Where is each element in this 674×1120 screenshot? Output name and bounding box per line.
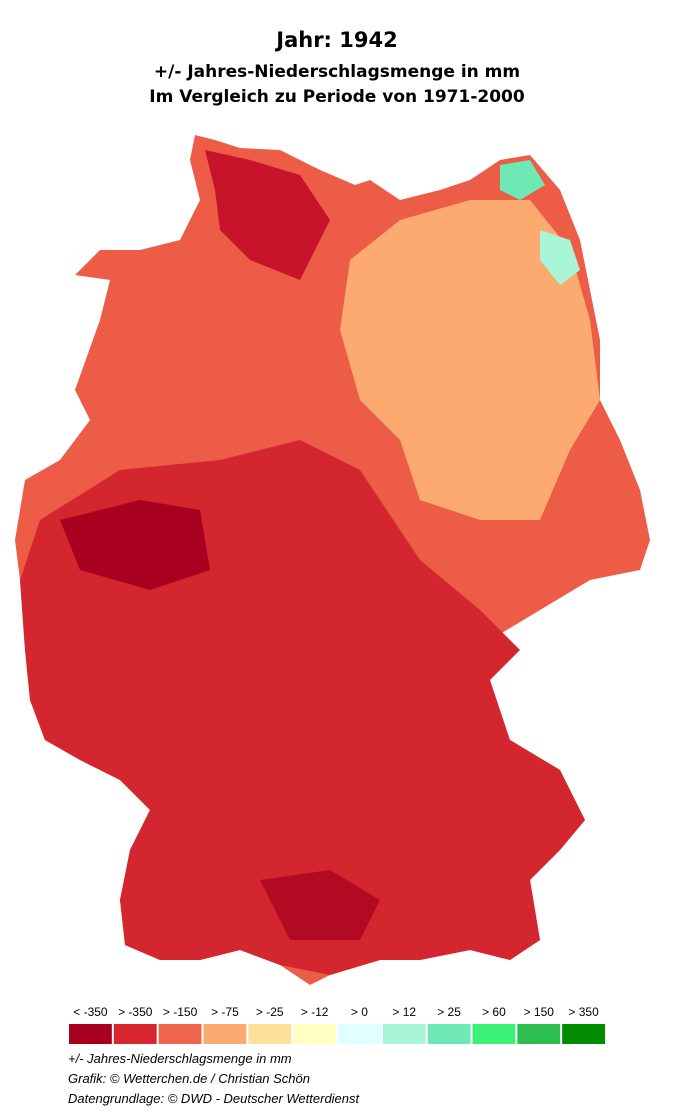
legend-label: > 60 <box>482 1005 506 1019</box>
legend-swatch <box>158 1024 202 1044</box>
legend-swatch <box>472 1024 516 1044</box>
dark-core <box>260 870 380 940</box>
legend-swatch <box>382 1024 426 1044</box>
footer-text: Grafik: © Wetterchen.de / Christian Schö… <box>68 1071 310 1086</box>
footer-text: Datengrundlage: © DWD - Deutscher Wetter… <box>68 1091 360 1106</box>
legend-swatch <box>427 1024 471 1044</box>
legend-label: > -25 <box>256 1005 284 1019</box>
legend-label: > 0 <box>351 1005 368 1019</box>
legend-label: > 150 <box>524 1005 555 1019</box>
legend: < -350 > -350 > -150 > -75 > -25 > -12 > 0 > 12… <box>69 1005 605 1044</box>
legend-swatch <box>69 1024 112 1044</box>
legend-swatch <box>338 1024 381 1044</box>
legend-swatch <box>248 1024 292 1044</box>
legend-swatch <box>517 1024 561 1044</box>
subtitle: +/- Jahres-Niederschlagsmenge in mm <box>153 62 521 82</box>
legend-label: > 12 <box>392 1005 416 1019</box>
wet-coast <box>540 230 580 285</box>
wet-coast <box>500 160 545 200</box>
legend-swatch <box>562 1024 605 1044</box>
legend-label: > -350 <box>118 1005 153 1019</box>
legend-swatch <box>113 1024 157 1044</box>
legend-label: > 25 <box>437 1005 461 1019</box>
dry-north <box>205 150 330 280</box>
legend-swatch <box>293 1024 336 1044</box>
legend-label: > -12 <box>301 1005 329 1019</box>
legend-label: > -150 <box>163 1005 198 1019</box>
title: Jahr: 1942 <box>276 28 398 52</box>
map <box>15 135 650 985</box>
legend-label: > 350 <box>568 1005 599 1019</box>
subtitle: Im Vergleich zu Periode von 1971-2000 <box>149 87 525 107</box>
legend-label: > -75 <box>211 1005 239 1019</box>
legend-swatch <box>203 1024 247 1044</box>
footer-text: +/- Jahres-Niederschlagsmenge in mm <box>68 1051 292 1066</box>
wetter-east <box>340 200 600 520</box>
legend-label: < -350 <box>73 1005 108 1019</box>
dark-core <box>60 500 210 590</box>
